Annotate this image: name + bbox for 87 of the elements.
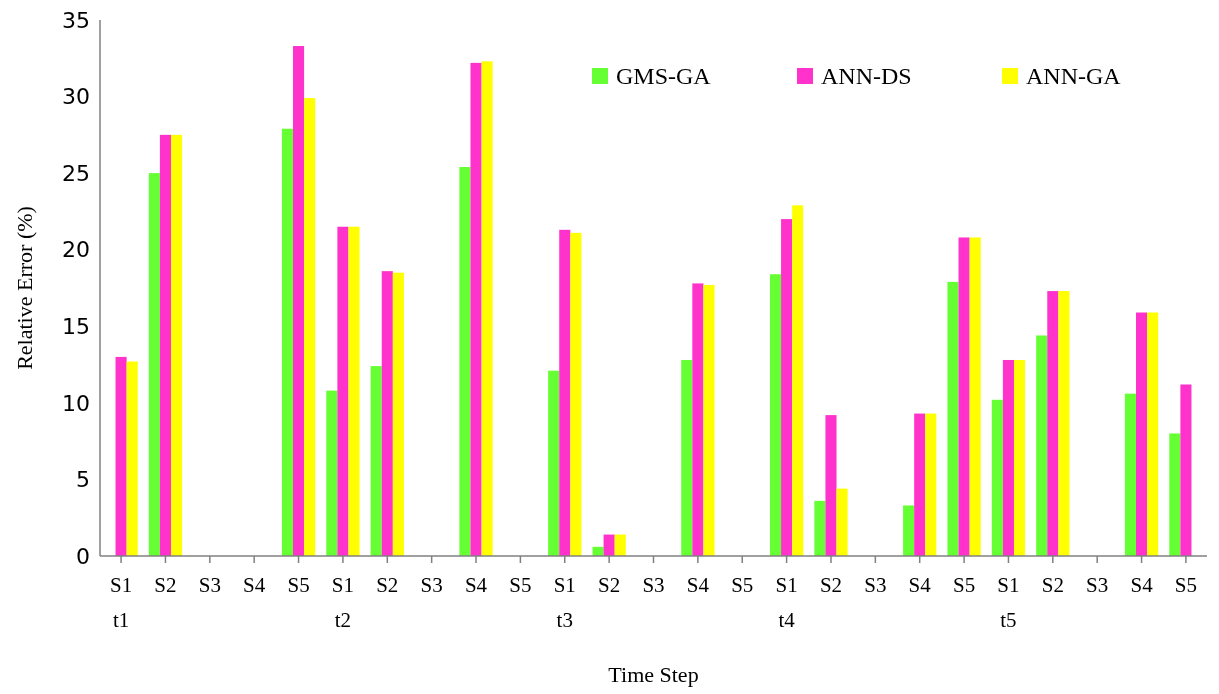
bar	[281, 128, 293, 556]
x-tick-label: S1 t1	[109, 573, 133, 632]
bar	[481, 61, 493, 556]
x-tick-label: S4	[908, 573, 932, 597]
x-tick-label: S2	[376, 573, 399, 597]
x-tick-label: S4	[686, 573, 710, 597]
bar	[991, 399, 1003, 556]
bar	[814, 500, 826, 556]
bar	[337, 226, 349, 556]
x-tick-label: S2	[154, 573, 177, 597]
bar	[614, 534, 626, 556]
bar	[836, 488, 848, 556]
x-tick-label: S2	[1041, 573, 1064, 597]
bar	[1180, 384, 1192, 556]
bar	[914, 413, 926, 556]
bar	[1147, 312, 1159, 556]
x-tick-label: S2	[819, 573, 843, 597]
x-tick-label: S2	[598, 573, 621, 597]
x-tick-label: S3	[1086, 573, 1109, 597]
bar	[304, 98, 316, 556]
x-tick-label: S3	[198, 573, 221, 597]
bar	[381, 271, 393, 556]
y-tick-label: 35	[62, 7, 90, 33]
bar	[681, 359, 693, 556]
bar	[1014, 359, 1026, 556]
bar	[326, 390, 338, 556]
bar	[592, 546, 604, 556]
x-tick-label: S1 t5	[997, 573, 1020, 632]
x-tick-label: S1 t3	[553, 573, 576, 632]
bar	[825, 415, 837, 556]
x-tick-label: S4	[1130, 573, 1154, 597]
bar	[703, 284, 715, 556]
bar	[1036, 335, 1048, 556]
bar	[370, 366, 382, 556]
x-tick-label: S3	[420, 573, 443, 597]
bar	[769, 274, 782, 556]
x-tick-label: S4	[464, 573, 488, 597]
y-tick-label: 0	[76, 543, 90, 569]
bar	[958, 237, 970, 556]
bar	[1047, 291, 1059, 556]
bar	[1169, 433, 1181, 556]
x-tick-label: S5	[509, 573, 532, 597]
y-tick-label: 15	[62, 313, 90, 339]
bar	[781, 219, 793, 556]
bar	[1002, 359, 1014, 556]
bar	[392, 272, 404, 556]
bar	[570, 232, 582, 556]
x-tick-label: S1 t4	[775, 573, 798, 632]
bar	[947, 281, 959, 556]
y-axis-title: Relative Error (%)	[12, 206, 37, 370]
bar	[1136, 312, 1148, 556]
x-tick-label: S4	[243, 573, 266, 597]
bar	[1058, 291, 1070, 556]
bar	[348, 226, 360, 556]
x-tick-label: S3	[642, 573, 665, 597]
bar	[903, 505, 915, 556]
bar	[293, 46, 305, 556]
x-tick-label: S5	[287, 573, 310, 597]
bar	[1124, 393, 1137, 556]
x-tick-label: S1 t2	[331, 573, 355, 632]
legend-label: ANN-GA	[1026, 63, 1122, 90]
bar	[170, 134, 183, 556]
bar	[159, 134, 171, 556]
bar	[603, 534, 615, 556]
bar	[548, 370, 560, 556]
bar	[115, 356, 127, 556]
bar	[148, 173, 160, 556]
bar	[792, 205, 804, 556]
x-axis-title: Time Step	[608, 662, 699, 687]
bar	[559, 229, 571, 556]
bar	[470, 62, 482, 556]
y-tick-label: 5	[76, 467, 90, 493]
bar	[692, 283, 704, 556]
y-tick-label: 30	[62, 84, 90, 110]
bar	[459, 167, 471, 556]
x-tick-label: S5	[952, 573, 976, 597]
legend-label: GMS-GA	[616, 63, 712, 90]
y-tick-label: 10	[62, 390, 90, 416]
legend-label: ANN-DS	[821, 63, 912, 90]
y-tick-label: 25	[62, 160, 90, 186]
x-tick-label: S5	[1174, 573, 1198, 597]
bar	[126, 361, 138, 556]
y-tick-label: 20	[62, 237, 90, 263]
bar	[969, 237, 981, 556]
x-tick-label: S5	[731, 573, 754, 597]
x-tick-label: S3	[864, 573, 887, 597]
bar	[925, 413, 937, 556]
